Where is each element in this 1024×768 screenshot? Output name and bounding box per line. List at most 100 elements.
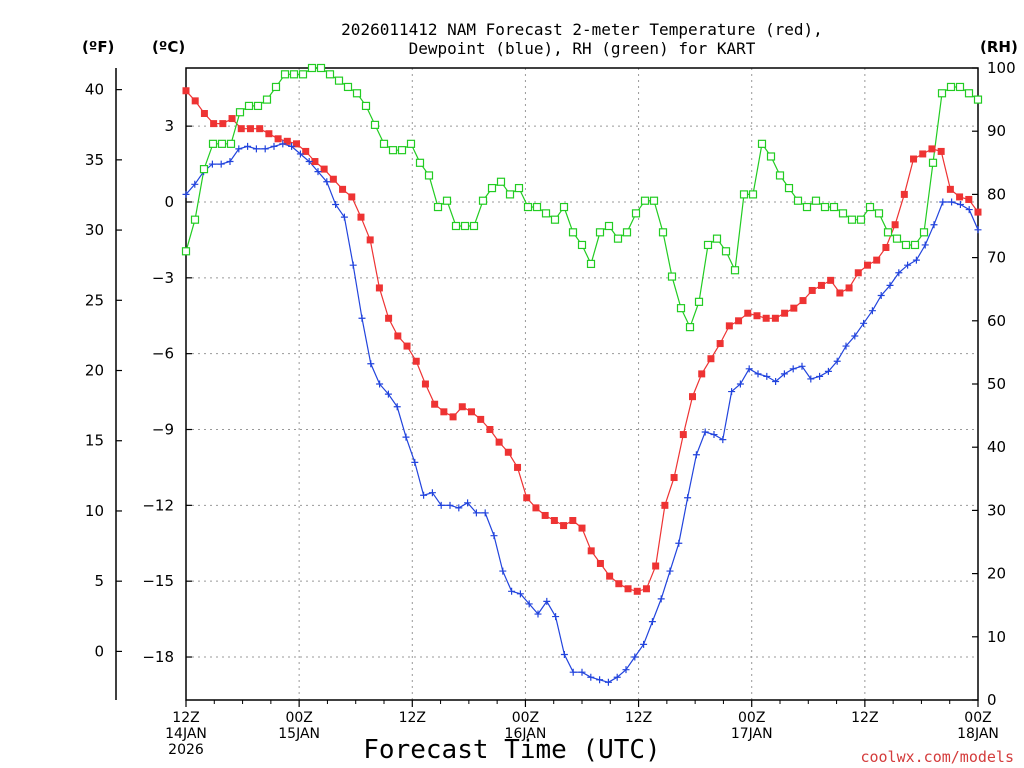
dewpoint-point-32 — [464, 499, 472, 507]
dewpoint-point-31 — [455, 504, 463, 512]
dewpoint-point-65 — [754, 370, 762, 378]
dewpoint-point-85 — [930, 221, 938, 229]
dewpoint-point-60 — [710, 431, 718, 439]
x-tick-date-1: 15JAN — [278, 726, 320, 742]
dewpoint-point-26 — [411, 458, 419, 466]
grid-lines — [186, 68, 978, 700]
temperature-point-49 — [633, 587, 641, 595]
x-tick-time-3: 00Z — [512, 710, 539, 726]
temperature-point-42 — [569, 517, 577, 525]
dewpoint-point-81 — [895, 269, 903, 277]
rh-point-1 — [190, 215, 200, 224]
rh-point-46 — [595, 228, 605, 237]
x-tick-date-0: 14JAN — [165, 726, 207, 742]
x-tick-time-2: 12Z — [399, 710, 426, 726]
temperature-point-78 — [900, 190, 908, 198]
rh-point-58 — [703, 240, 713, 250]
dewpoint-point-56 — [675, 539, 683, 547]
temperature-point-23 — [394, 332, 402, 340]
rh-point-45 — [586, 259, 596, 269]
temperature-point-18 — [348, 193, 356, 201]
rh-point-76 — [865, 202, 875, 212]
temperature-point-86 — [974, 208, 982, 216]
rh-point-65 — [766, 152, 776, 161]
plot-frame — [185, 67, 979, 701]
rh-point-36 — [505, 190, 515, 199]
fahrenheit-tick-label-8: 0 — [94, 642, 104, 660]
rh-point-82 — [919, 228, 929, 237]
dewpoint-point-68 — [780, 370, 788, 378]
dewpoint-point-86 — [939, 198, 947, 206]
rh-point-40 — [541, 209, 551, 218]
temperature-point-17 — [339, 185, 347, 193]
temperature-point-37 — [523, 494, 531, 502]
rh-line — [185, 67, 979, 329]
rh-point-3 — [208, 139, 218, 148]
x-tick-time-4: 12Z — [625, 710, 652, 726]
dewpoint-point-78 — [868, 307, 876, 315]
dewpoint-point-82 — [904, 261, 912, 269]
dewpoint-point-77 — [860, 319, 868, 327]
temperature-point-47 — [615, 580, 623, 588]
temperature-point-51 — [652, 562, 660, 570]
rh-point-20 — [361, 101, 371, 111]
rh-point-0 — [181, 247, 191, 256]
rh-point-85 — [946, 82, 956, 92]
temperature-point-16 — [329, 175, 337, 183]
dewpoint-point-37 — [508, 587, 516, 595]
rh-point-7 — [244, 101, 254, 111]
dewpoint-point-43 — [560, 650, 568, 658]
temperature-point-82 — [937, 147, 945, 155]
temperature-point-39 — [541, 511, 549, 519]
fahrenheit-unit-label: (ºF) — [82, 38, 114, 56]
dewpoint-point-55 — [666, 567, 674, 575]
rh-point-8 — [253, 101, 263, 111]
rh-point-6 — [235, 108, 245, 117]
temperature-point-54 — [679, 431, 687, 439]
temperature-point-11 — [283, 137, 291, 145]
dewpoint-point-83 — [912, 256, 920, 264]
rh-point-54 — [667, 272, 677, 281]
rh-point-27 — [424, 171, 434, 180]
celsius-tick-label-7: −18 — [142, 648, 174, 666]
x-axis-label: Forecast Time (UTC) — [363, 735, 660, 765]
rh-point-66 — [775, 171, 785, 180]
rh-point-87 — [964, 89, 974, 98]
temperature-point-21 — [375, 284, 383, 292]
temperature-point-22 — [385, 314, 393, 322]
dewpoint-point-24 — [393, 403, 401, 411]
dewpoint-point-35 — [490, 532, 498, 540]
rh-point-57 — [694, 297, 704, 306]
celsius-tick-label-4: −9 — [152, 421, 174, 439]
dewpoint-point-21 — [367, 360, 375, 368]
rh-point-44 — [577, 240, 587, 250]
temperature-point-43 — [578, 524, 586, 532]
temperature-point-77 — [891, 221, 899, 229]
celsius-tick-label-3: −6 — [152, 345, 174, 363]
fahrenheit-tick-label-6: 10 — [85, 502, 104, 520]
dewpoint-point-12 — [288, 142, 296, 150]
dewpoint-point-66 — [763, 372, 771, 380]
dewpoint-point-49 — [613, 673, 621, 681]
dewpoint-point-54 — [657, 595, 665, 603]
celsius-tick-label-5: −12 — [142, 496, 174, 514]
chart-title-line2: Dewpoint (blue), RH (green) for KART — [409, 39, 756, 58]
temperature-point-64 — [771, 314, 779, 322]
dewpoint-point-73 — [824, 367, 832, 375]
dewpoint-point-0 — [182, 190, 190, 198]
celsius-tick-label-6: −15 — [142, 572, 174, 590]
rh-point-39 — [532, 202, 542, 212]
dewpoint-point-39 — [525, 600, 533, 608]
dewpoint-point-7 — [244, 142, 252, 150]
dewpoint-point-75 — [842, 342, 850, 350]
dewpoint-point-90 — [974, 226, 982, 234]
dewpoint-point-27 — [420, 491, 428, 499]
dewpoint-point-20 — [358, 314, 366, 322]
temperature-point-75 — [873, 256, 881, 264]
temperature-point-35 — [504, 448, 512, 456]
dewpoint-point-33 — [472, 509, 480, 517]
series-markers — [181, 63, 983, 686]
temperature-point-36 — [514, 463, 522, 471]
rh-point-17 — [334, 76, 344, 85]
